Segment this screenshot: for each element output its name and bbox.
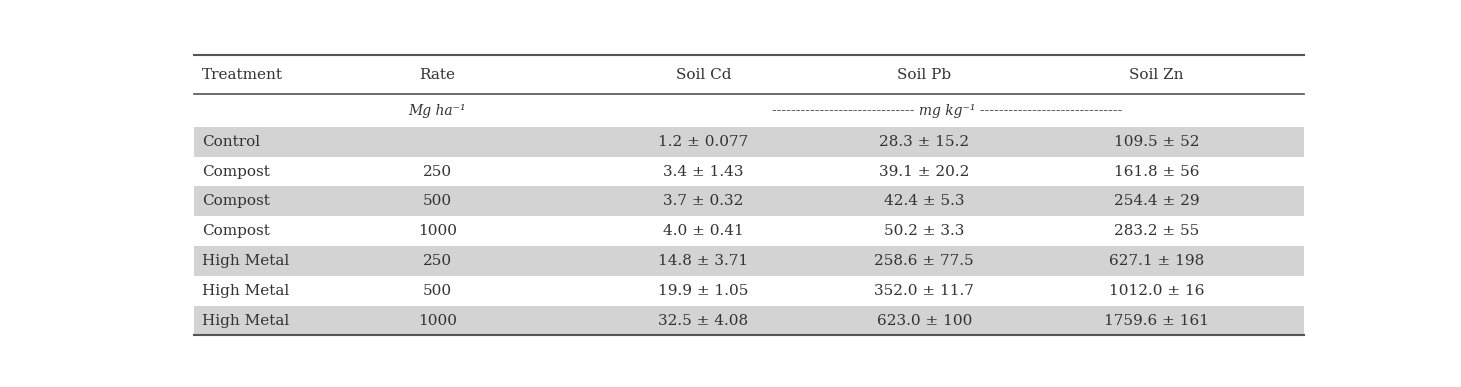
Text: 19.9 ± 1.05: 19.9 ± 1.05 [659, 284, 748, 298]
Text: Rate: Rate [419, 68, 456, 82]
Text: Compost: Compost [202, 194, 270, 208]
Text: Soil Zn: Soil Zn [1129, 68, 1183, 82]
Text: 109.5 ± 52: 109.5 ± 52 [1113, 135, 1199, 149]
Text: 623.0 ± 100: 623.0 ± 100 [877, 313, 972, 327]
Text: High Metal: High Metal [202, 313, 289, 327]
Text: 1759.6 ± 161: 1759.6 ± 161 [1105, 313, 1208, 327]
Text: 352.0 ± 11.7: 352.0 ± 11.7 [874, 284, 974, 298]
Text: 1.2 ± 0.077: 1.2 ± 0.077 [659, 135, 748, 149]
Bar [194, 306, 1303, 336]
Text: 32.5 ± 4.08: 32.5 ± 4.08 [659, 313, 748, 327]
Text: Control: Control [202, 135, 260, 149]
Text: 50.2 ± 3.3: 50.2 ± 3.3 [884, 224, 964, 238]
Text: Soil Cd: Soil Cd [676, 68, 730, 82]
Bar [194, 246, 1303, 276]
Text: 500: 500 [422, 284, 451, 298]
Text: Treatment: Treatment [202, 68, 283, 82]
Text: 283.2 ± 55: 283.2 ± 55 [1113, 224, 1199, 238]
Text: 627.1 ± 198: 627.1 ± 198 [1109, 254, 1204, 268]
Text: 39.1 ± 20.2: 39.1 ± 20.2 [880, 164, 970, 178]
Text: 250: 250 [422, 254, 451, 268]
Text: 500: 500 [422, 194, 451, 208]
Text: Mg ha⁻¹: Mg ha⁻¹ [409, 103, 466, 118]
Text: 254.4 ± 29: 254.4 ± 29 [1113, 194, 1199, 208]
Text: Compost: Compost [202, 224, 270, 238]
Text: High Metal: High Metal [202, 254, 289, 268]
Text: 3.4 ± 1.43: 3.4 ± 1.43 [663, 164, 744, 178]
Text: 1012.0 ± 16: 1012.0 ± 16 [1109, 284, 1204, 298]
Text: Compost: Compost [202, 164, 270, 178]
Bar [194, 127, 1303, 157]
Text: 28.3 ± 15.2: 28.3 ± 15.2 [880, 135, 969, 149]
Text: 42.4 ± 5.3: 42.4 ± 5.3 [884, 194, 964, 208]
Text: High Metal: High Metal [202, 284, 289, 298]
Bar [194, 187, 1303, 216]
Text: 14.8 ± 3.71: 14.8 ± 3.71 [659, 254, 748, 268]
Text: ------------------------------ mg kg⁻¹ ------------------------------: ------------------------------ mg kg⁻¹ -… [771, 103, 1122, 118]
Text: 1000: 1000 [418, 313, 457, 327]
Text: 4.0 ± 0.41: 4.0 ± 0.41 [663, 224, 744, 238]
Text: 258.6 ± 77.5: 258.6 ± 77.5 [875, 254, 974, 268]
Text: 161.8 ± 56: 161.8 ± 56 [1113, 164, 1199, 178]
Text: 250: 250 [422, 164, 451, 178]
Text: 1000: 1000 [418, 224, 457, 238]
Text: Soil Pb: Soil Pb [897, 68, 951, 82]
Text: 3.7 ± 0.32: 3.7 ± 0.32 [663, 194, 744, 208]
